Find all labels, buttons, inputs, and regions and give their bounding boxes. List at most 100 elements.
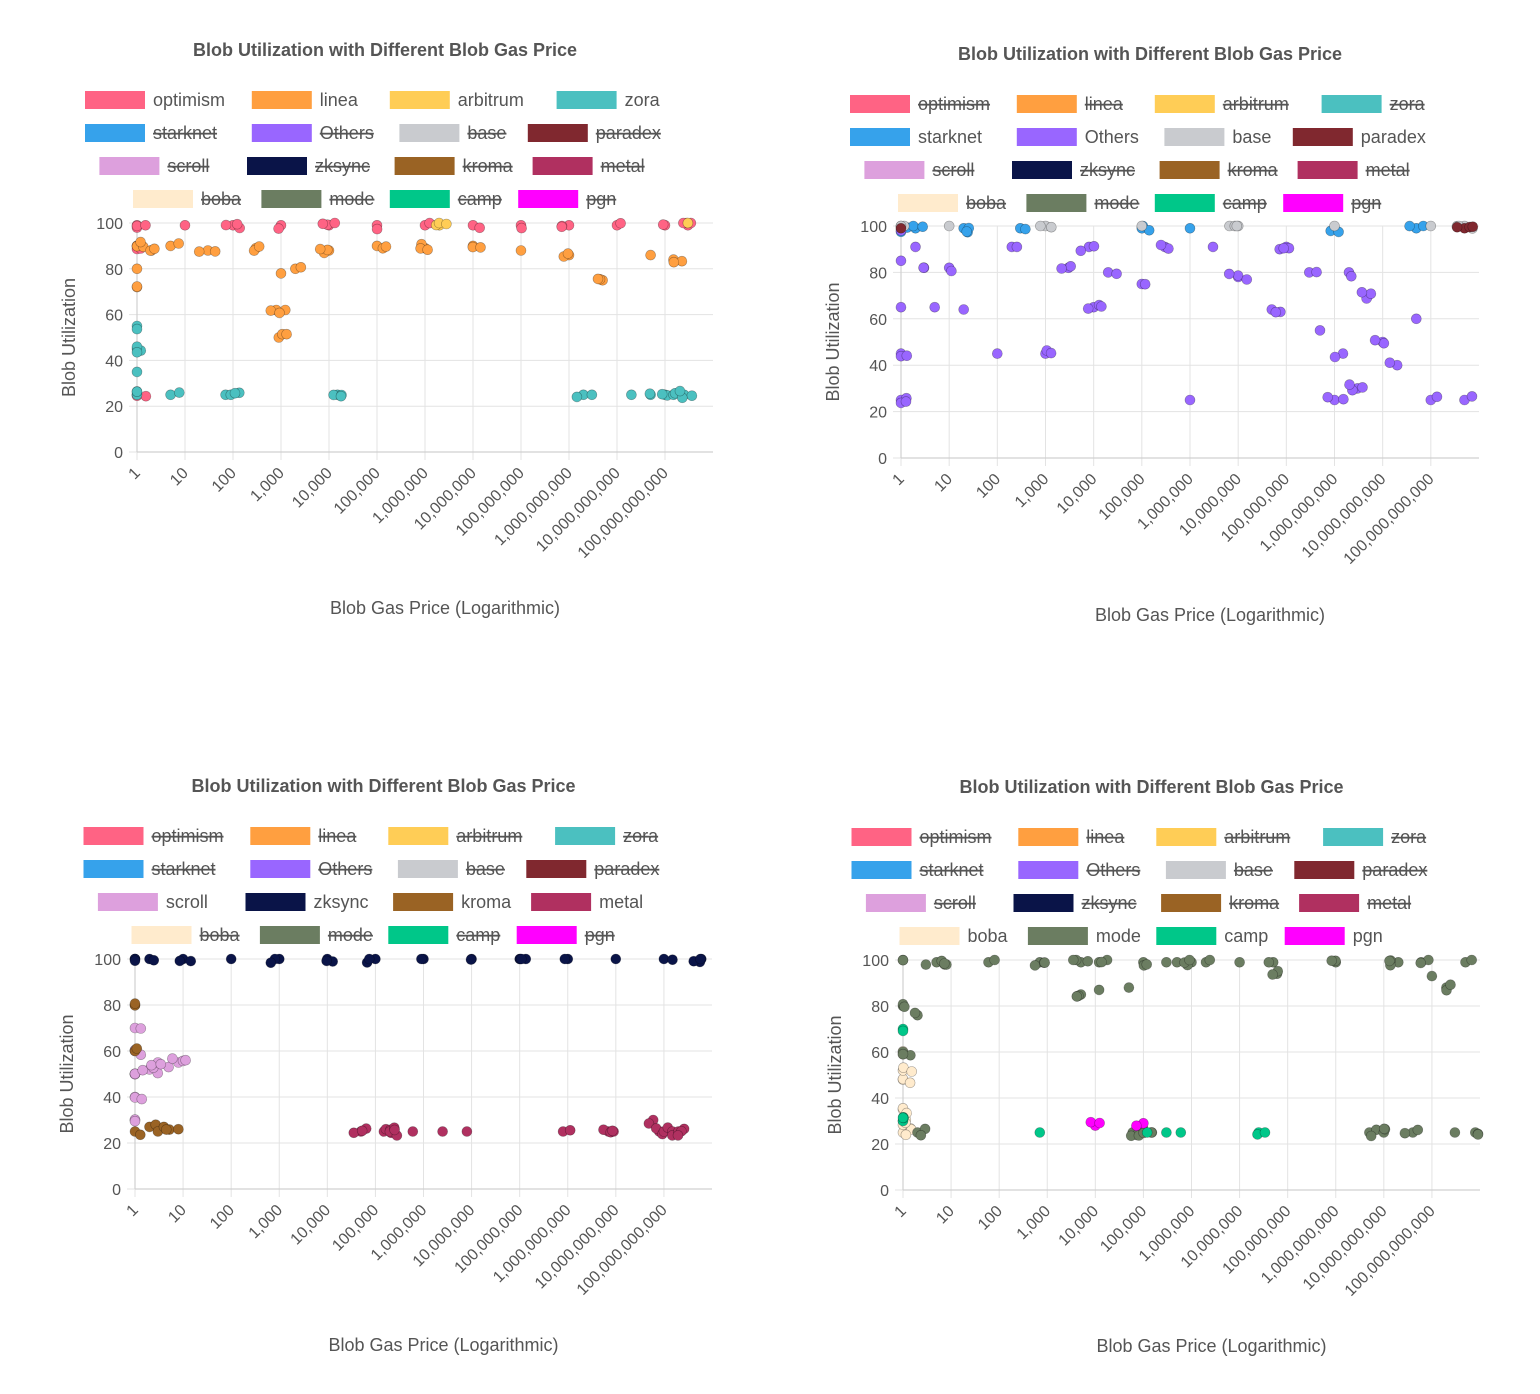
chart-4-point-mode[interactable] — [1449, 1127, 1461, 1138]
chart-3-point-zksync[interactable] — [465, 954, 477, 965]
chart-2-legend-optimism[interactable]: optimism — [850, 94, 990, 114]
chart-1-legend-zora[interactable]: zora — [556, 90, 661, 110]
chart-2-point-base[interactable] — [1329, 220, 1340, 232]
chart-1-point-optimism[interactable] — [516, 222, 527, 234]
chart-2-point-others[interactable] — [1075, 245, 1087, 257]
chart-1-point-linea[interactable] — [562, 248, 574, 259]
chart-1-point-linea[interactable] — [274, 307, 285, 319]
chart-4-point-mode[interactable] — [1326, 955, 1338, 967]
chart-3-point-scroll[interactable] — [137, 1064, 148, 1076]
chart-4-point-mode[interactable] — [1067, 954, 1079, 966]
chart-4-point-pgn[interactable] — [1085, 1116, 1097, 1128]
chart-1-point-linea[interactable] — [592, 273, 604, 285]
chart-1-point-optimism[interactable] — [273, 223, 284, 234]
chart-4-point-mode[interactable] — [1472, 1129, 1484, 1140]
chart-2-point-base[interactable] — [1045, 221, 1057, 233]
chart-3-point-scroll[interactable] — [136, 1093, 148, 1105]
chart-2-point-base[interactable] — [1136, 220, 1148, 232]
chart-2-point-others[interactable] — [1155, 239, 1167, 251]
chart-4-point-mode[interactable] — [1415, 957, 1427, 969]
chart-3-point-zksync[interactable] — [559, 953, 571, 965]
chart-2-point-others[interactable] — [1410, 313, 1422, 325]
chart-4-point-mode[interactable] — [1267, 969, 1278, 980]
chart-1-point-optimism[interactable] — [556, 221, 568, 233]
chart-1-point-arbitrum[interactable] — [441, 218, 452, 230]
chart-4-point-mode[interactable] — [1399, 1127, 1411, 1139]
chart-4-point-mode[interactable] — [1082, 955, 1094, 967]
chart-2-point-others[interactable] — [1278, 242, 1290, 254]
chart-1-point-zora[interactable] — [131, 386, 143, 398]
chart-4-point-mode[interactable] — [1184, 954, 1195, 966]
chart-1-point-zora[interactable] — [571, 391, 583, 403]
chart-2-point-others[interactable] — [1111, 268, 1122, 280]
chart-1-point-zora[interactable] — [626, 389, 637, 401]
chart-1-legend-paradex[interactable]: paradex — [527, 123, 661, 143]
chart-2-point-others[interactable] — [895, 255, 907, 267]
chart-2-point-others[interactable] — [1356, 286, 1368, 298]
chart-3-point-metal[interactable] — [407, 1126, 419, 1137]
chart-2-legend-kroma[interactable]: kroma — [1159, 160, 1279, 180]
chart-2-legend-linea[interactable]: linea — [1016, 94, 1124, 114]
chart-1-point-zora[interactable] — [229, 387, 241, 399]
chart-3-point-metal[interactable] — [643, 1118, 655, 1129]
chart-1-legend-starknet[interactable]: starknet — [85, 123, 217, 143]
chart-3-point-zksync[interactable] — [148, 954, 160, 966]
chart-1-point-optimism[interactable] — [317, 218, 329, 230]
chart-2-legend-mode[interactable]: mode — [1026, 193, 1139, 213]
chart-3-point-zksync[interactable] — [363, 953, 375, 965]
chart-4-point-mode[interactable] — [1378, 1123, 1390, 1135]
chart-2-point-others[interactable] — [1065, 260, 1077, 272]
chart-1-point-linea[interactable] — [135, 236, 146, 248]
chart-2-point-others[interactable] — [1056, 263, 1067, 274]
chart-1-point-optimism[interactable] — [371, 223, 383, 235]
chart-4-point-mode[interactable] — [1029, 960, 1041, 971]
chart-2-point-base[interactable] — [1035, 220, 1046, 232]
chart-3-point-kroma[interactable] — [161, 1124, 172, 1135]
chart-3-legend-zora[interactable]: zora — [555, 826, 659, 846]
chart-2-point-others[interactable] — [958, 304, 969, 315]
chart-4-legend-linea[interactable]: linea — [1018, 827, 1125, 847]
chart-3-legend-metal[interactable]: metal — [531, 892, 643, 912]
chart-1-legend-camp[interactable]: camp — [389, 189, 502, 209]
chart-2-point-starknet[interactable] — [961, 226, 972, 237]
chart-4-point-mode[interactable] — [915, 1129, 927, 1141]
chart-1-point-zora[interactable] — [686, 390, 698, 402]
chart-1-point-linea[interactable] — [275, 268, 287, 279]
chart-3-legend-others[interactable]: Others — [250, 859, 372, 879]
chart-4-point-boba[interactable] — [900, 1129, 912, 1141]
chart-2-legend-zksync[interactable]: zksync — [1012, 160, 1135, 180]
chart-3-point-scroll[interactable] — [167, 1053, 178, 1064]
chart-4-point-boba[interactable] — [906, 1066, 917, 1077]
chart-2-legend-paradex[interactable]: paradex — [1292, 127, 1426, 147]
chart-2-point-starknet[interactable] — [1020, 223, 1031, 235]
chart-2-point-others[interactable] — [1314, 325, 1326, 336]
chart-3-legend-mode[interactable]: mode — [259, 925, 373, 945]
chart-3-legend-base[interactable]: base — [397, 859, 505, 879]
chart-4-point-boba[interactable] — [898, 1062, 909, 1074]
chart-4-point-mode[interactable] — [989, 954, 1000, 966]
chart-3-point-scroll[interactable] — [146, 1059, 157, 1071]
chart-2-point-others[interactable] — [929, 301, 940, 313]
chart-2-point-others[interactable] — [1139, 278, 1151, 290]
chart-1-point-zora[interactable] — [644, 388, 656, 400]
chart-3-point-scroll[interactable] — [180, 1054, 191, 1066]
chart-4-point-mode[interactable] — [897, 1048, 909, 1060]
chart-3-legend-arbitrum[interactable]: arbitrum — [388, 826, 522, 846]
chart-4-point-mode[interactable] — [1426, 970, 1438, 982]
chart-2-point-others[interactable] — [1466, 391, 1478, 402]
chart-4-legend-zora[interactable]: zora — [1323, 827, 1427, 847]
chart-4-legend-optimism[interactable]: optimism — [851, 827, 992, 847]
chart-2-point-others[interactable] — [946, 265, 957, 277]
chart-4-legend-scroll[interactable]: scroll — [865, 893, 976, 913]
chart-1-point-linea[interactable] — [173, 238, 184, 249]
chart-3-point-metal[interactable] — [437, 1126, 448, 1137]
chart-3-point-metal[interactable] — [461, 1126, 473, 1137]
chart-3-legend-zksync[interactable]: zksync — [245, 892, 369, 912]
chart-4-point-mode[interactable] — [920, 959, 932, 970]
chart-2-point-others[interactable] — [1088, 241, 1100, 252]
chart-4-legend-mode[interactable]: mode — [1027, 926, 1141, 946]
chart-3-point-zksync[interactable] — [667, 954, 678, 966]
chart-3-legend-kroma[interactable]: kroma — [393, 892, 512, 912]
chart-3-point-zksync[interactable] — [174, 955, 186, 967]
chart-2-point-others[interactable] — [901, 350, 913, 362]
